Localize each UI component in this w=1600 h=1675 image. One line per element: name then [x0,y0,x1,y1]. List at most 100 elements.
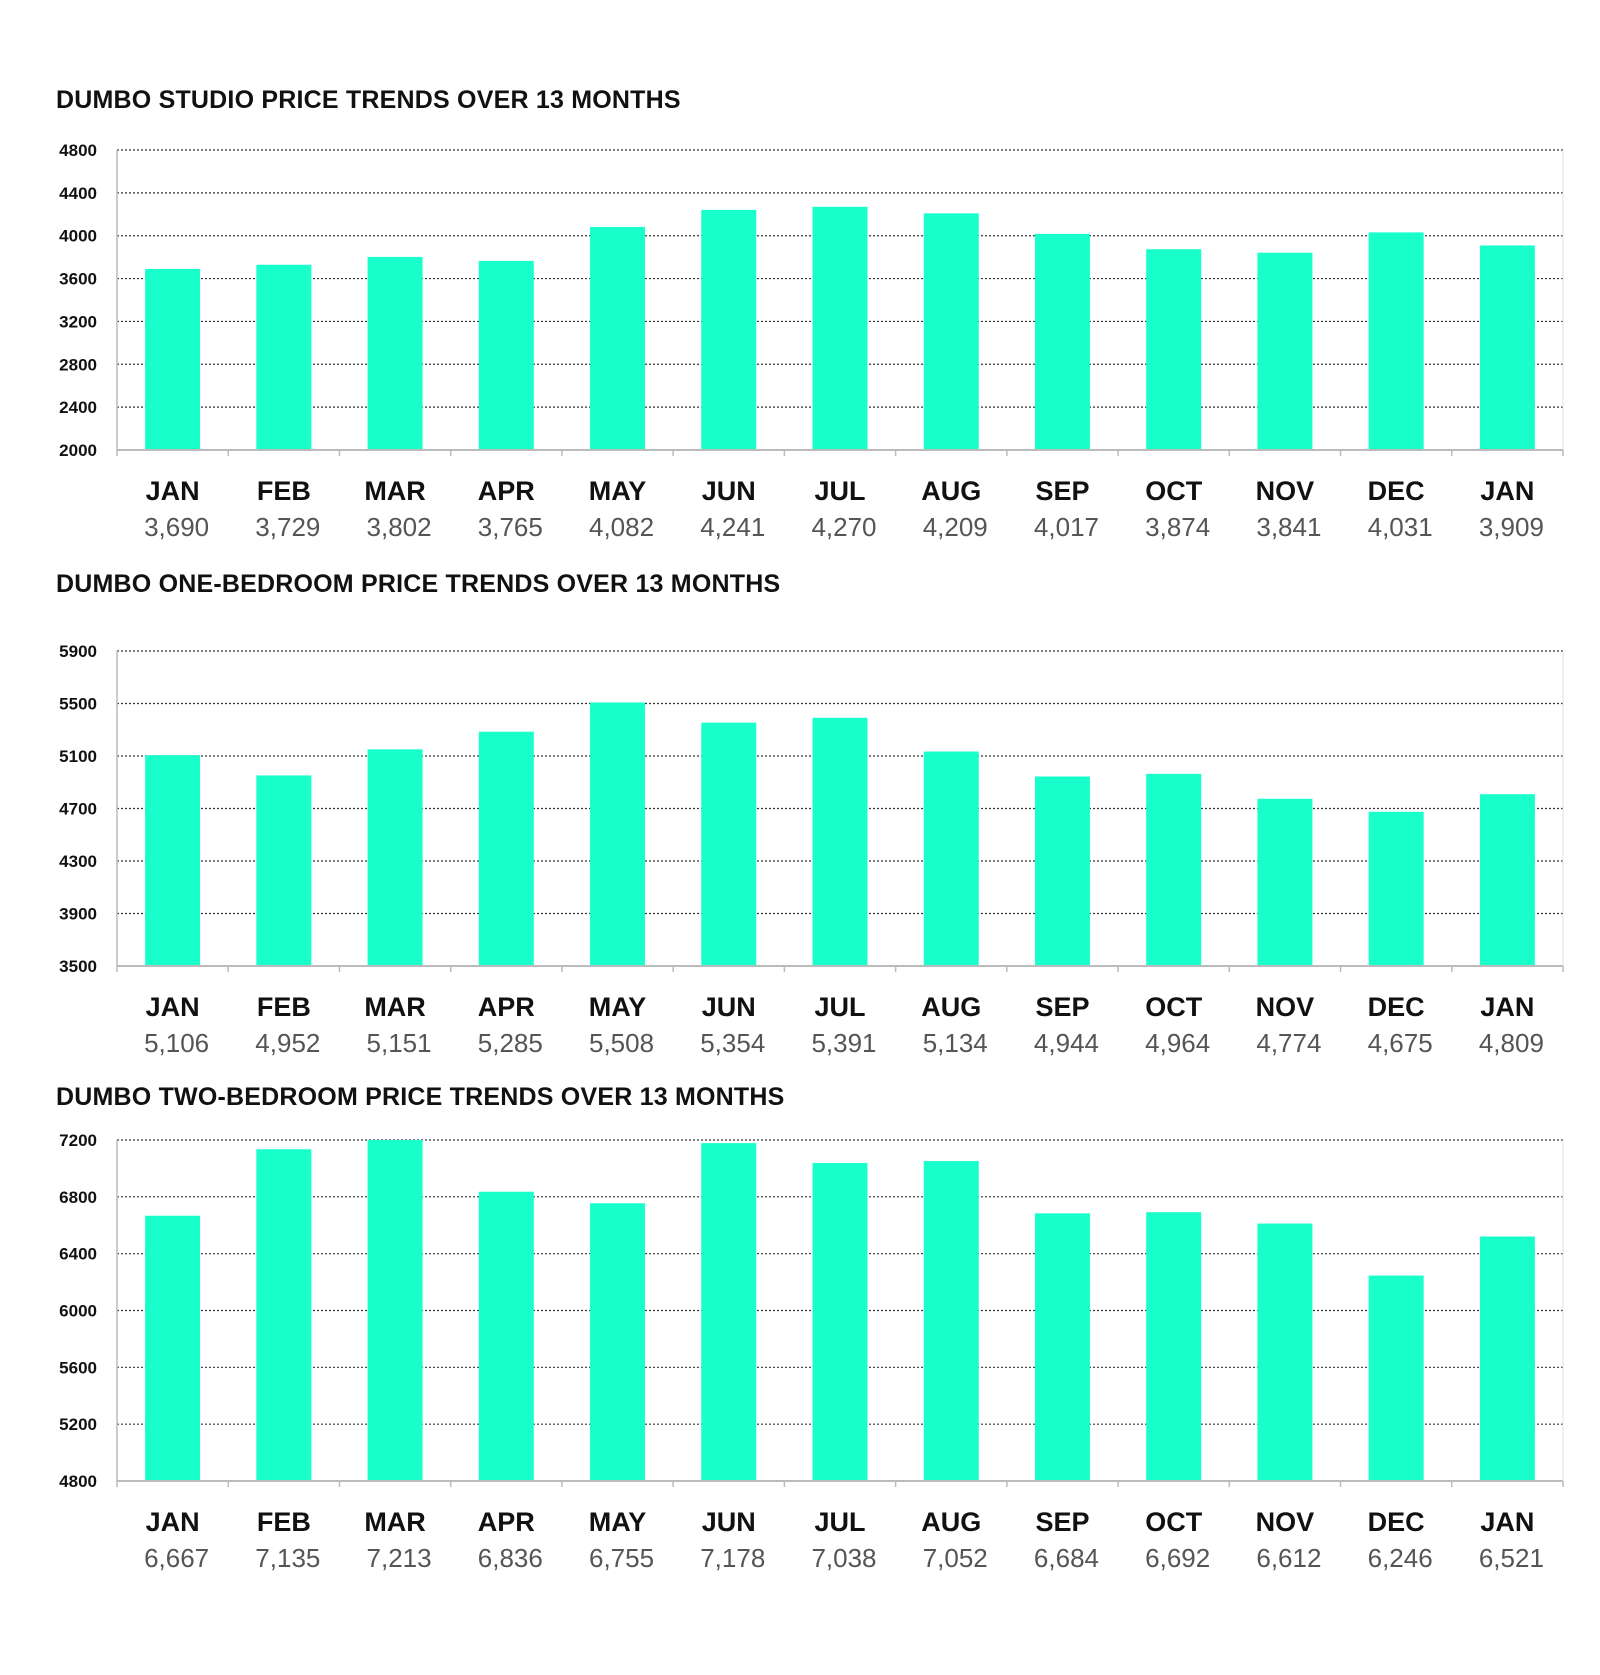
data-value-label: 4,082 [589,512,654,542]
data-value-label: 4,952 [255,1028,320,1058]
bar [367,256,423,450]
x-category-label: DEC [1368,992,1425,1022]
bar [256,264,312,450]
bar [701,209,757,450]
chart-title: DUMBO ONE-BEDROOM PRICE TRENDS OVER 13 M… [56,570,781,598]
y-tick-label: 2400 [59,398,97,417]
x-category-label: AUG [921,1507,981,1537]
data-value-label: 5,354 [700,1028,765,1058]
data-value-label: 4,031 [1368,512,1433,542]
x-category-label: DEC [1368,1507,1425,1537]
bar [590,702,646,966]
x-category-label: AUG [921,476,981,506]
data-value-label: 4,017 [1034,512,1099,542]
y-tick-label: 7200 [59,1131,97,1150]
x-category-label: JUN [702,1507,756,1537]
bar [1257,798,1313,966]
data-value-label: 3,909 [1479,512,1544,542]
bar [1479,1236,1535,1481]
data-value-label: 7,135 [255,1543,320,1573]
y-tick-label: 5600 [59,1358,97,1377]
bar [812,206,868,450]
data-value-label: 7,178 [700,1543,765,1573]
bar [1257,252,1313,450]
data-value-label: 6,692 [1145,1543,1210,1573]
y-tick-label: 6400 [59,1245,97,1264]
data-value-label: 7,052 [923,1543,988,1573]
bar [923,1161,979,1481]
data-value-label: 4,809 [1479,1028,1544,1058]
x-category-label: JAN [1480,992,1534,1022]
chart-title: DUMBO STUDIO PRICE TRENDS OVER 13 MONTHS [56,86,681,114]
x-category-label: NOV [1256,476,1315,506]
x-category-label: MAY [589,476,647,506]
y-tick-label: 4400 [59,184,97,203]
data-value-label: 3,874 [1145,512,1210,542]
two-bedroom-bar-chart: 4800 5200 5600 6000 6400 6800 7200 JAN 6,667 FEB 7… [59,1131,1564,1573]
bar [923,213,979,450]
data-value-label: 5,391 [811,1028,876,1058]
y-tick-label: 4800 [59,1472,97,1491]
x-category-label: SEP [1035,992,1089,1022]
data-value-label: 3,765 [478,512,543,542]
y-tick-label: 6000 [59,1302,97,1321]
data-value-label: 4,209 [923,512,988,542]
data-value-label: 6,612 [1256,1543,1321,1573]
bar [367,1140,423,1481]
data-value-label: 4,241 [700,512,765,542]
x-category-label: OCT [1145,992,1203,1022]
y-tick-label: 4800 [59,141,97,160]
data-value-label: 6,755 [589,1543,654,1573]
bar [1146,1212,1202,1481]
bar [1479,794,1535,966]
bar [478,731,534,966]
x-category-label: APR [478,1507,535,1537]
data-value-label: 4,675 [1368,1028,1433,1058]
y-tick-label: 5100 [59,747,97,766]
data-value-label: 4,774 [1256,1028,1321,1058]
bar [478,1191,534,1481]
y-tick-label: 5500 [59,695,97,714]
data-value-label: 6,246 [1368,1543,1433,1573]
bar [256,1149,312,1481]
bar [145,268,201,450]
data-value-label: 4,944 [1034,1028,1099,1058]
data-value-label: 5,106 [144,1028,209,1058]
bar [590,226,646,450]
bar [1368,811,1424,966]
bar [367,749,423,966]
x-category-label: OCT [1145,1507,1203,1537]
data-value-label: 6,521 [1479,1543,1544,1573]
bar [478,260,534,450]
x-category-label: JAN [1480,1507,1534,1537]
y-tick-label: 5200 [59,1415,97,1434]
data-value-label: 5,508 [589,1028,654,1058]
data-value-label: 3,729 [255,512,320,542]
y-tick-label: 3600 [59,270,97,289]
bar [145,1215,201,1481]
x-category-label: FEB [257,1507,311,1537]
x-category-label: JAN [146,992,200,1022]
y-tick-label: 5900 [59,642,97,661]
x-category-label: AUG [921,992,981,1022]
bar [1146,773,1202,966]
bar [923,751,979,966]
x-category-label: APR [478,476,535,506]
x-category-label: JUL [814,476,865,506]
x-category-label: JAN [1480,476,1534,506]
x-category-label: JAN [146,476,200,506]
data-value-label: 6,684 [1034,1543,1099,1573]
x-category-label: MAY [589,992,647,1022]
y-tick-label: 3500 [59,957,97,976]
bar [1034,233,1090,450]
x-category-label: MAY [589,1507,647,1537]
studio-bar-chart: 2000 2400 2800 3200 3600 4000 4400 4800 JAN 3,690… [59,141,1564,542]
data-value-label: 6,836 [478,1543,543,1573]
bar [1257,1223,1313,1481]
x-category-label: MAR [364,992,426,1022]
bar [1368,232,1424,450]
x-category-label: FEB [257,992,311,1022]
y-tick-label: 3900 [59,905,97,924]
bar [1368,1275,1424,1481]
y-tick-label: 6800 [59,1188,97,1207]
